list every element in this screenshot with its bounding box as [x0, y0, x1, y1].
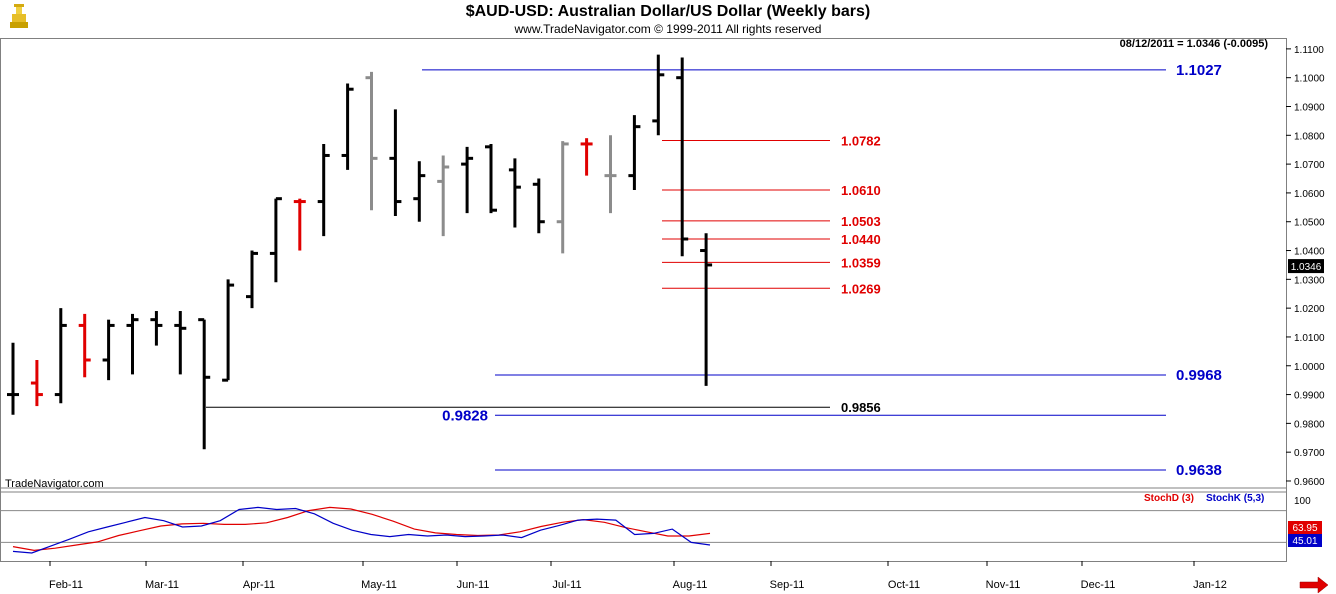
price-level-label: 1.0782: [841, 133, 881, 148]
price-level-label: 0.9828: [442, 407, 488, 424]
price-levels: 1.1027 1.0782 1.0610 1.0503 1.0440 1.0359 1.02…: [206, 62, 1222, 479]
y-tick-label: 1.0300: [1294, 275, 1325, 286]
y-tick-label: 1.0700: [1294, 160, 1325, 171]
stochastic-panel: 100 63.95 45.01 StochD (3) StochK (5,3): [0, 493, 1322, 554]
x-tick-label: Jul-11: [552, 579, 581, 591]
y-tick-label: 0.9600: [1294, 477, 1325, 488]
stoch-series-line: [12, 506, 711, 552]
date-axis: Feb-11 Mar-11 Apr-11 May-11 Jun-11 Jul-11 Aug-…: [49, 561, 1227, 591]
stoch-value-tag: [1288, 534, 1322, 547]
price-axis: 1.1100 1.1000 1.0900 1.0800 1.0700 1.0600 1.05…: [1286, 45, 1325, 488]
stoch-series-line: [12, 506, 711, 554]
x-tick-label: Apr-11: [243, 579, 275, 591]
x-tick-label: Jan-12: [1193, 579, 1227, 591]
arrow-shape: [1299, 576, 1329, 594]
x-tick-label: Sep-11: [770, 579, 805, 591]
y-tick-label: 0.9800: [1294, 419, 1325, 430]
last-quote-readout: 08/12/2011 = 1.0346 (-0.0095): [1120, 38, 1269, 50]
plot-frame: 08/12/2011 = 1.0346 (-0.0095) TradeNaviga…: [0, 38, 1287, 562]
y-tick-label: 1.0200: [1294, 304, 1325, 315]
y-tick-label: 1.0800: [1294, 131, 1325, 142]
price-level-label: 1.1027: [1176, 62, 1222, 79]
stoch-legend-d: StochD (3): [1144, 493, 1194, 504]
stoch-y-tick-label: 100: [1294, 496, 1311, 507]
stoch-value-label: 63.95: [1292, 523, 1317, 534]
y-tick-label: 0.9700: [1294, 448, 1325, 459]
last-price-label: 1.0346: [1291, 262, 1322, 273]
y-tick-label: 1.0100: [1294, 333, 1325, 344]
y-tick-label: 1.0400: [1294, 247, 1325, 258]
price-level-label: 1.0269: [841, 281, 881, 296]
price-level-label: 0.9856: [841, 400, 881, 415]
scroll-right-arrow-icon[interactable]: [1299, 576, 1329, 594]
y-tick-label: 1.1000: [1294, 74, 1325, 85]
x-tick-label: May-11: [361, 579, 397, 591]
price-level-label: 0.9968: [1176, 367, 1222, 384]
x-tick-label: Aug-11: [673, 579, 708, 591]
y-tick-label: 1.0000: [1294, 362, 1325, 373]
chart-title: $AUD-USD: Australian Dollar/US Dollar (W…: [465, 3, 871, 20]
copyright-subtitle: www.TradeNavigator.com © 1999-2011 All r…: [514, 22, 822, 36]
watermark-text: TradeNavigator.com: [5, 478, 104, 490]
stoch-legend-k: StochK (5,3): [1206, 493, 1264, 504]
price-level-label: 0.9638: [1176, 462, 1222, 479]
x-tick-label: Jun-11: [457, 579, 490, 591]
price-level-label: 1.0610: [841, 183, 881, 198]
y-tick-label: 0.9900: [1294, 391, 1325, 402]
plot-border: [0, 38, 1287, 562]
y-tick-label: 1.1100: [1294, 45, 1324, 56]
x-tick-label: Feb-11: [49, 579, 83, 591]
price-level-label: 1.0440: [841, 232, 881, 247]
y-tick-label: 1.0900: [1294, 102, 1325, 113]
last-price-tag: [1288, 259, 1324, 274]
y-tick-label: 1.0600: [1294, 189, 1325, 200]
trade-navigator-logo-icon: [10, 4, 28, 28]
price-bars: [7, 54, 713, 450]
x-tick-label: Dec-11: [1081, 579, 1116, 591]
price-level-label: 1.0503: [841, 214, 881, 229]
stoch-value-label: 45.01: [1292, 536, 1317, 547]
x-tick-label: Oct-11: [888, 579, 920, 591]
x-tick-label: Nov-11: [986, 579, 1021, 591]
price-level-label: 1.0359: [841, 255, 881, 270]
x-tick-label: Mar-11: [145, 579, 179, 591]
y-tick-label: 1.0500: [1294, 218, 1325, 229]
stoch-value-tag: [1288, 521, 1322, 534]
